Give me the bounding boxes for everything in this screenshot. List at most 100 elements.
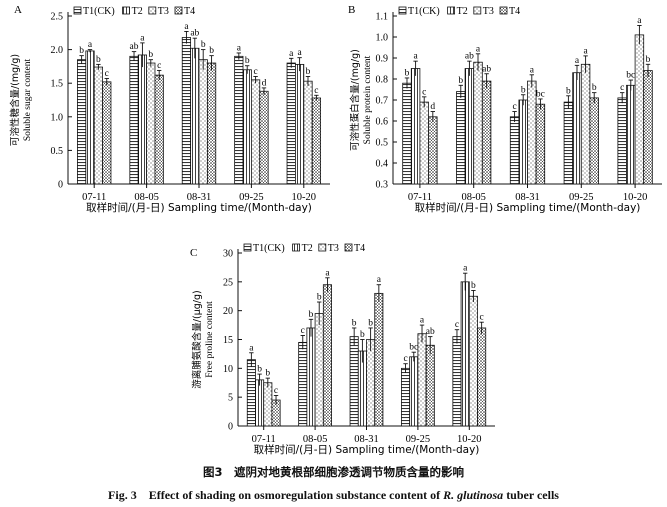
significance-letter: c (455, 320, 459, 330)
legend-label: T4 (184, 6, 195, 17)
legend-label: T4 (509, 6, 520, 17)
legend-label: T2 (132, 6, 143, 17)
significance-letter: bc (626, 71, 635, 81)
x-tick-label: 10-20 (292, 192, 317, 203)
significance-letter: a (88, 40, 93, 50)
significance-letter: b (368, 318, 373, 328)
bar (181, 37, 192, 185)
bar (246, 359, 256, 427)
significance-letter: c (301, 326, 305, 336)
significance-letter: b (471, 281, 476, 291)
significance-letter: a (325, 268, 330, 278)
significance-letter: c (157, 61, 161, 71)
bar (206, 62, 217, 185)
bar (250, 79, 261, 185)
bar (452, 336, 462, 427)
legend-swatch (344, 243, 353, 252)
bar (234, 55, 244, 185)
legend-swatch (499, 6, 508, 15)
significance-letter: b (306, 67, 311, 77)
legend-label: T3 (483, 6, 494, 17)
bar (366, 339, 376, 427)
significance-letter: c (480, 313, 484, 323)
significance-letter: bc (409, 343, 418, 353)
significance-letter: a (463, 264, 468, 274)
bar (311, 97, 321, 185)
panel-letter: A (14, 4, 22, 16)
y-tick-label: 15 (223, 335, 233, 346)
legend-swatch (73, 6, 82, 15)
y-tick-label: 30 (223, 249, 233, 260)
x-tick-label: 09-25 (569, 192, 594, 203)
chart-panel-c: C 0 5 10 15 20 25 30 游离脯氨酸含量/(μg/g) Free proline … (190, 243, 495, 456)
significance-letter: a (530, 65, 535, 75)
y-tick-label: 0 (58, 180, 63, 191)
y-tick-label: 0.9 (376, 54, 389, 65)
legend-label: T2 (457, 6, 468, 17)
bar (306, 327, 316, 427)
bar (410, 68, 421, 185)
significance-letter: b (317, 293, 322, 303)
x-tick-label: 10-20 (457, 434, 482, 445)
bar (409, 356, 419, 427)
bar (473, 61, 483, 185)
y-tick-label: 25 (223, 277, 233, 288)
bar (527, 80, 537, 185)
bar (295, 63, 305, 185)
bar (154, 74, 164, 185)
significance-letter: b (79, 46, 84, 56)
legend-swatch (473, 6, 482, 15)
y-tick-label: 5 (228, 393, 233, 404)
significance-letter: a (583, 46, 588, 56)
x-tick-label: 07-11 (252, 434, 276, 445)
bar (303, 80, 313, 185)
bar (460, 281, 470, 427)
bar (481, 80, 492, 185)
significance-letter: a (575, 56, 580, 66)
legend-label: T3 (158, 6, 169, 17)
y-tick-label: 0.5 (51, 146, 64, 157)
bar (509, 116, 520, 185)
legend-label: T1(CK) (408, 6, 440, 17)
x-tick-label: 09-25 (239, 192, 264, 203)
y-tick-label: 0.8 (376, 75, 389, 86)
bar (572, 72, 582, 185)
x-tick-label: 10-20 (623, 192, 648, 203)
significance-letter: c (620, 83, 624, 93)
significance-letter: b (646, 55, 651, 65)
legend-swatch (148, 6, 157, 15)
significance-letter: b (201, 40, 206, 50)
y-tick-label: 1.0 (51, 112, 64, 123)
y-axis-label-en: Free proline content (205, 301, 215, 378)
legend-swatch (318, 243, 327, 252)
legend-swatch (447, 6, 456, 15)
significance-letter: a (289, 49, 294, 59)
significance-letter: b (209, 46, 214, 56)
y-tick-label: 0.3 (376, 180, 389, 191)
significance-letter: b (245, 56, 250, 66)
legend: T1(CK) T2 T3 T4 (243, 243, 365, 254)
x-tick-label: 08-05 (461, 192, 486, 203)
x-axis-label: 取样时间/(月-日) Sampling time/(Month-day) (254, 443, 480, 456)
significance-letter: ab (130, 42, 139, 52)
bar (535, 103, 546, 185)
x-tick-label: 08-31 (354, 434, 379, 445)
significance-letter: c (105, 69, 109, 79)
x-tick-label: 07-11 (408, 192, 432, 203)
y-axis-label-en: Soluble sugar content (23, 58, 33, 141)
y-axis-label-en: Soluble protein content (363, 55, 373, 144)
legend: T1(CK) T2 T3 T4 (398, 6, 520, 17)
bar (428, 116, 438, 185)
bar (349, 336, 359, 427)
x-tick-label: 07-11 (82, 192, 106, 203)
x-tick-label: 08-31 (187, 192, 212, 203)
significance-letter: a (184, 22, 189, 32)
y-axis-label-cn: 游离脯氨酸含量/(μg/g) (191, 290, 203, 388)
y-tick-label: 10 (223, 364, 233, 375)
bar (626, 84, 636, 185)
bar (255, 379, 265, 427)
significance-letter: ab (465, 52, 474, 62)
significance-letter: ab (426, 327, 435, 337)
bar (643, 70, 653, 185)
bar (190, 47, 200, 185)
